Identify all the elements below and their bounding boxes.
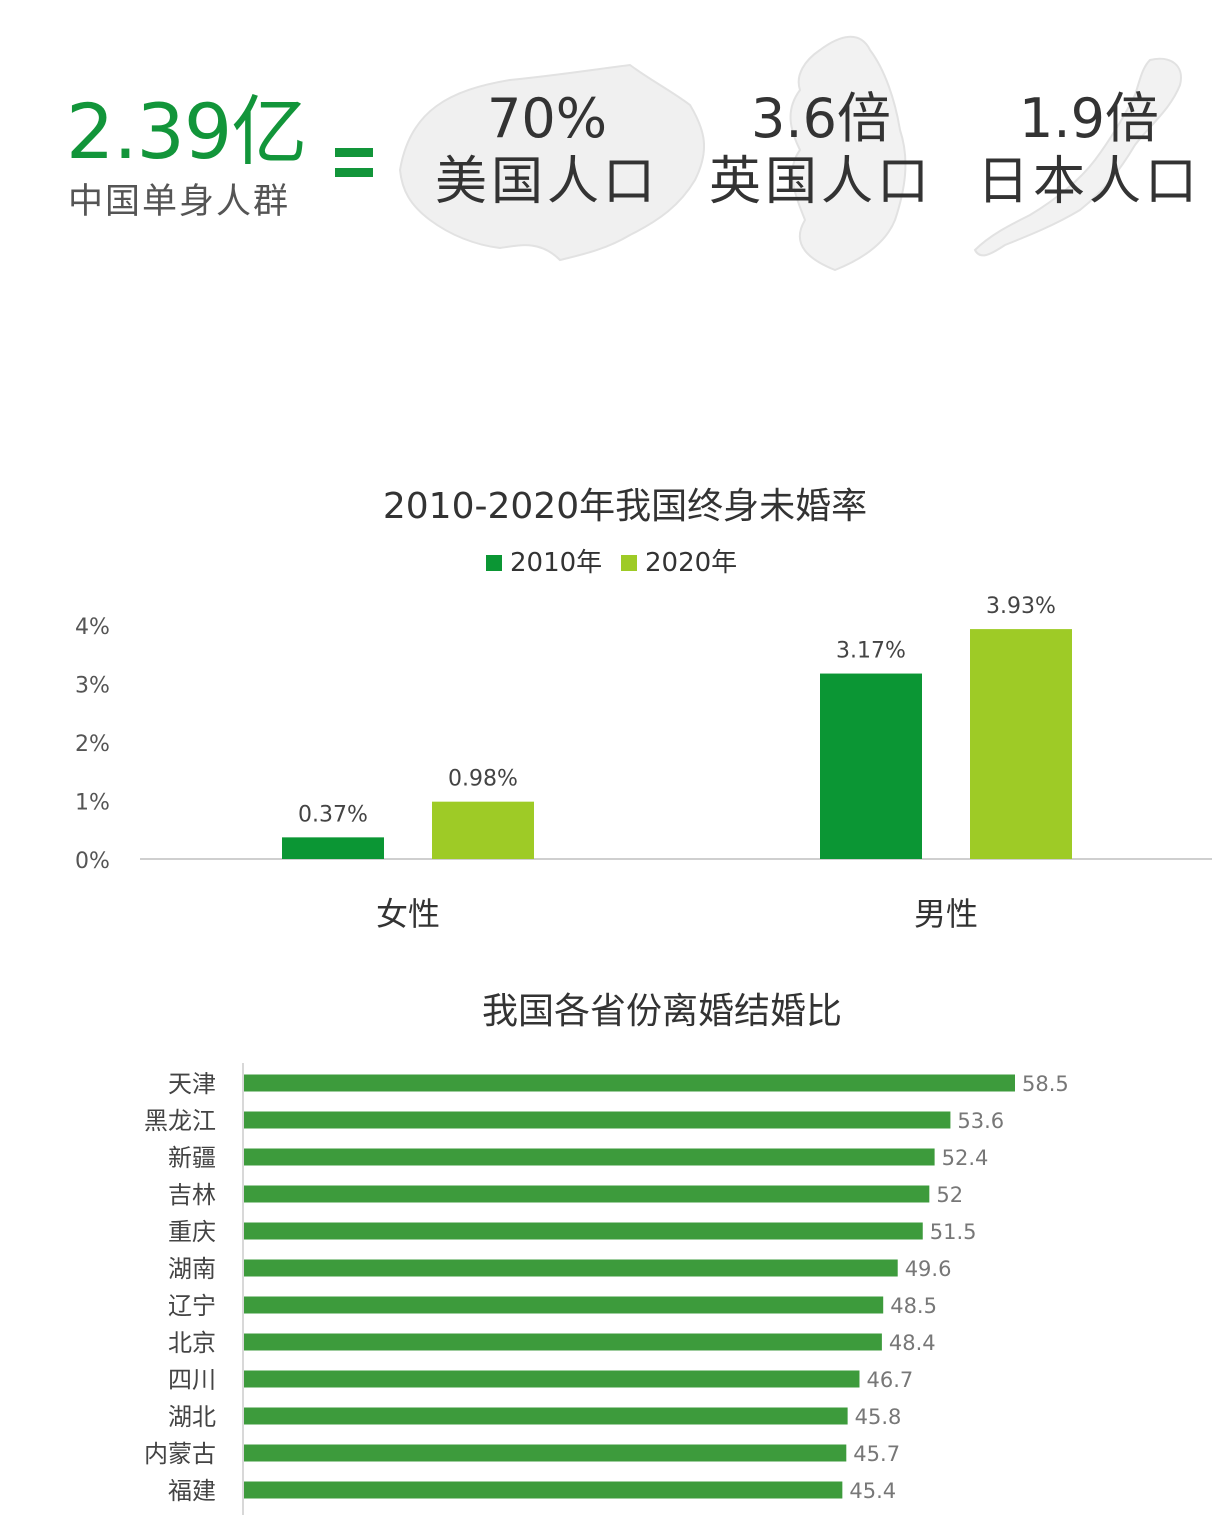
province-label: 福建	[168, 1477, 216, 1505]
usa-map-outline	[398, 63, 706, 262]
japan-map-outline	[973, 57, 1182, 257]
legend-swatch-2020	[621, 555, 637, 571]
province-bar	[244, 1185, 930, 1203]
chart-legend: 2010年 2020年	[486, 548, 737, 578]
chart-title: 2010-2020年我国终身未婚率	[383, 486, 867, 527]
y-tick-label: 2%	[75, 732, 110, 757]
category-label: 男性	[914, 895, 978, 933]
bar-2010年-女性	[282, 837, 384, 859]
province-value-label: 45.4	[849, 1479, 896, 1503]
hero-section: 2.39亿 中国单身人群 70% 美国人口 3.6倍 英国人口 1.9倍 日本人…	[0, 0, 1217, 300]
y-axis-ticks: 0% 1% 2% 3% 4%	[75, 615, 110, 874]
province-label: 天津	[168, 1070, 216, 1098]
province-label: 湖北	[168, 1403, 216, 1431]
y-tick-label: 3%	[75, 674, 110, 699]
province-divorce-ratio-chart: 我国各省份离婚结婚比 天津 58.5 黑龙江 53.6 新疆 52.4 吉林 52 重庆 51.5…	[144, 991, 1069, 1515]
province-bar	[244, 1074, 1015, 1092]
comparison-uk: 3.6倍 英国人口	[706, 88, 936, 214]
province-bar	[244, 1148, 935, 1166]
province-value-label: 46.7	[866, 1368, 913, 1392]
equals-icon	[335, 148, 373, 178]
province-label: 重庆	[168, 1218, 216, 1246]
uk-map-outline	[789, 35, 907, 272]
bar-2020年-男性	[970, 629, 1072, 859]
province-bar	[244, 1407, 848, 1425]
y-tick-label: 0%	[75, 849, 110, 874]
unmarried-rate-chart: 2010-2020年我国终身未婚率 2010年 2020年 0% 1% 2% 3% 4%…	[75, 486, 1212, 933]
province-label: 湖南	[168, 1255, 216, 1283]
province-bar	[244, 1259, 898, 1277]
province-value-label: 49.6	[905, 1257, 952, 1281]
legend-label-2010: 2010年	[510, 548, 602, 578]
comparison-uk-value: 3.6倍	[751, 87, 891, 150]
province-value-label: 45.8	[855, 1405, 902, 1429]
legend-label-2020: 2020年	[645, 548, 737, 578]
province-label: 辽宁	[168, 1292, 216, 1320]
province-bar	[244, 1444, 847, 1462]
category-labels: 女性 男性	[376, 895, 978, 933]
single-population-caption: 中国单身人群	[68, 182, 291, 222]
province-label: 新疆	[168, 1144, 216, 1172]
province-bar	[244, 1222, 923, 1240]
category-label: 女性	[376, 895, 440, 933]
province-bar	[244, 1481, 843, 1499]
province-bar	[244, 1111, 951, 1129]
province-label: 吉林	[168, 1181, 216, 1209]
comparison-japan: 1.9倍 日本人口	[974, 88, 1204, 214]
legend-swatch-2010	[486, 555, 502, 571]
province-value-label: 58.5	[1022, 1072, 1069, 1096]
comparison-japan-value: 1.9倍	[1019, 87, 1159, 150]
chart-title: 我国各省份离婚结婚比	[482, 991, 842, 1032]
province-label: 四川	[168, 1366, 216, 1394]
comparison-usa-value: 70%	[486, 87, 608, 150]
comparison-japan-label: 日本人口	[976, 152, 1201, 212]
data-label: 0.98%	[448, 767, 518, 792]
comparison-usa-label: 美国人口	[434, 152, 659, 212]
comparison-usa: 70% 美国人口	[432, 88, 662, 214]
province-value-label: 52.4	[942, 1146, 989, 1170]
comparison-uk-label: 英国人口	[708, 152, 933, 212]
province-bar	[244, 1333, 882, 1351]
chart-bars: 0.37% 0.98% 3.17% 3.93%	[282, 594, 1072, 859]
bar-2010年-男性	[820, 673, 922, 859]
province-value-label: 48.4	[889, 1331, 936, 1355]
y-tick-label: 4%	[75, 615, 110, 640]
bar-2020年-女性	[432, 801, 534, 859]
data-label: 3.17%	[836, 639, 906, 664]
province-label: 北京	[168, 1329, 216, 1357]
data-label: 3.93%	[986, 594, 1056, 619]
province-value-label: 48.5	[890, 1294, 937, 1318]
province-value-label: 45.7	[853, 1442, 900, 1466]
province-value-label: 51.5	[930, 1220, 977, 1244]
world-map-background	[398, 35, 1182, 272]
province-bar	[244, 1370, 860, 1388]
province-value-label: 53.6	[957, 1109, 1004, 1133]
province-bar	[244, 1296, 884, 1314]
single-population-number: 2.39亿	[66, 87, 307, 176]
y-tick-label: 1%	[75, 791, 110, 816]
province-label: 内蒙古	[144, 1440, 216, 1468]
province-value-label: 52	[936, 1183, 963, 1207]
data-label: 0.37%	[298, 802, 368, 827]
province-bars: 天津 58.5 黑龙江 53.6 新疆 52.4 吉林 52 重庆 51.5 湖南 49.6 辽宁 48.…	[144, 1070, 1069, 1505]
province-label: 黑龙江	[144, 1107, 216, 1135]
